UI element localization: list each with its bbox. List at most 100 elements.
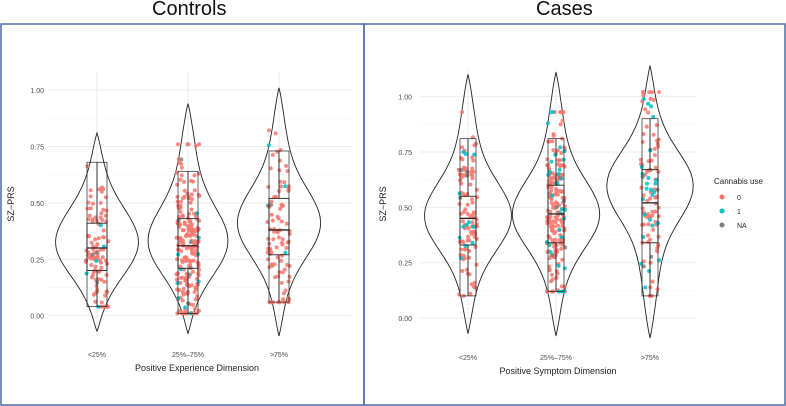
point-cannabis-1 (556, 263, 561, 268)
point-cannabis-0 (465, 202, 470, 207)
legend-label: 0 (737, 195, 741, 202)
point-cannabis-0 (89, 263, 94, 267)
point-cannabis-0 (556, 223, 561, 228)
point-cannabis-1 (649, 187, 654, 192)
y-tick-label: 0.50 (398, 205, 412, 212)
point-cannabis-na (465, 173, 470, 178)
x-tick-label: >75% (270, 352, 288, 359)
point-cannabis-0 (647, 90, 652, 95)
point-cannabis-0 (185, 224, 190, 229)
point-cannabis-1 (461, 224, 466, 229)
point-cannabis-0 (280, 270, 285, 275)
point-cannabis-0 (280, 237, 285, 242)
point-cannabis-1 (649, 104, 654, 109)
point-cannabis-0 (271, 237, 276, 242)
point-cannabis-0 (179, 199, 183, 204)
point-cannabis-1 (98, 223, 103, 228)
point-cannabis-1 (549, 159, 554, 164)
point-cannabis-0 (460, 269, 465, 273)
point-cannabis-0 (473, 245, 478, 249)
point-cannabis-0 (193, 287, 198, 292)
point-cannabis-1 (464, 222, 469, 227)
point-cannabis-1 (553, 152, 558, 157)
point-cannabis-0 (100, 218, 105, 222)
point-cannabis-0 (474, 236, 479, 241)
point-cannabis-0 (266, 236, 271, 241)
point-cannabis-0 (641, 93, 646, 98)
point-cannabis-0 (266, 257, 271, 262)
point-cannabis-0 (286, 188, 291, 193)
point-cannabis-0 (465, 211, 470, 216)
y-tick-label: 0.50 (30, 201, 44, 208)
point-cannabis-0 (189, 192, 194, 197)
point-cannabis-1 (561, 157, 566, 162)
point-cannabis-0 (279, 219, 284, 224)
point-cannabis-1 (562, 266, 567, 271)
point-cannabis-0 (175, 182, 180, 187)
point-cannabis-0 (281, 291, 286, 296)
point-cannabis-0 (461, 210, 466, 214)
point-cannabis-0 (182, 188, 187, 193)
panel-title-cases: Cases (536, 0, 593, 20)
point-cannabis-0 (546, 179, 551, 184)
point-cannabis-0 (546, 234, 551, 239)
x-tick-label: 25%–75% (172, 352, 204, 359)
point-cannabis-na (655, 187, 660, 192)
box-range (547, 138, 565, 292)
point-cannabis-0 (650, 209, 655, 214)
point-cannabis-1 (196, 235, 201, 240)
point-cannabis-0 (178, 236, 183, 241)
point-cannabis-0 (459, 175, 464, 180)
point-cannabis-1 (196, 279, 201, 284)
point-cannabis-0 (474, 187, 479, 192)
point-cannabis-0 (649, 158, 654, 163)
point-cannabis-0 (470, 200, 475, 205)
point-cannabis-0 (461, 240, 466, 245)
point-cannabis-0 (282, 267, 287, 272)
point-cannabis-0 (188, 219, 193, 223)
legend-key (719, 194, 725, 200)
point-cannabis-0 (651, 98, 656, 102)
point-cannabis-1 (647, 269, 652, 274)
point-cannabis-0 (182, 179, 186, 184)
point-cannabis-0 (85, 164, 90, 169)
point-cannabis-na (179, 157, 184, 162)
point-cannabis-0 (652, 153, 657, 158)
point-cannabis-0 (471, 210, 476, 215)
point-cannabis-0 (193, 143, 198, 148)
point-cannabis-0 (651, 132, 656, 137)
point-cannabis-0 (552, 224, 557, 229)
point-cannabis-0 (188, 200, 193, 205)
point-cannabis-0 (178, 209, 183, 214)
point-cannabis-0 (458, 253, 463, 257)
point-cannabis-na (640, 174, 645, 179)
point-cannabis-0 (189, 207, 194, 212)
point-cannabis-0 (267, 265, 272, 270)
point-cannabis-0 (179, 165, 184, 170)
point-cannabis-0 (175, 277, 179, 282)
point-cannabis-0 (641, 132, 646, 136)
point-cannabis-0 (192, 173, 197, 178)
point-cannabis-0 (101, 207, 106, 212)
point-cannabis-0 (645, 169, 649, 174)
point-cannabis-0 (282, 180, 287, 185)
point-cannabis-0 (550, 171, 555, 176)
point-cannabis-1 (545, 121, 550, 126)
point-cannabis-0 (470, 176, 475, 181)
point-cannabis-1 (557, 227, 562, 232)
point-cannabis-1 (176, 296, 181, 301)
point-cannabis-0 (182, 222, 187, 227)
point-cannabis-0 (102, 279, 107, 284)
point-cannabis-0 (189, 230, 194, 235)
point-cannabis-0 (555, 271, 560, 276)
point-cannabis-1 (653, 181, 658, 186)
point-cannabis-0 (180, 214, 185, 219)
point-cannabis-0 (559, 246, 564, 251)
point-cannabis-0 (645, 233, 650, 238)
point-cannabis-0 (651, 227, 656, 232)
point-cannabis-0 (88, 206, 93, 211)
point-cannabis-0 (281, 297, 285, 302)
point-cannabis-0 (641, 259, 646, 264)
x-axis-label: Positive Experience Dimension (135, 363, 259, 373)
point-cannabis-0 (653, 209, 658, 214)
